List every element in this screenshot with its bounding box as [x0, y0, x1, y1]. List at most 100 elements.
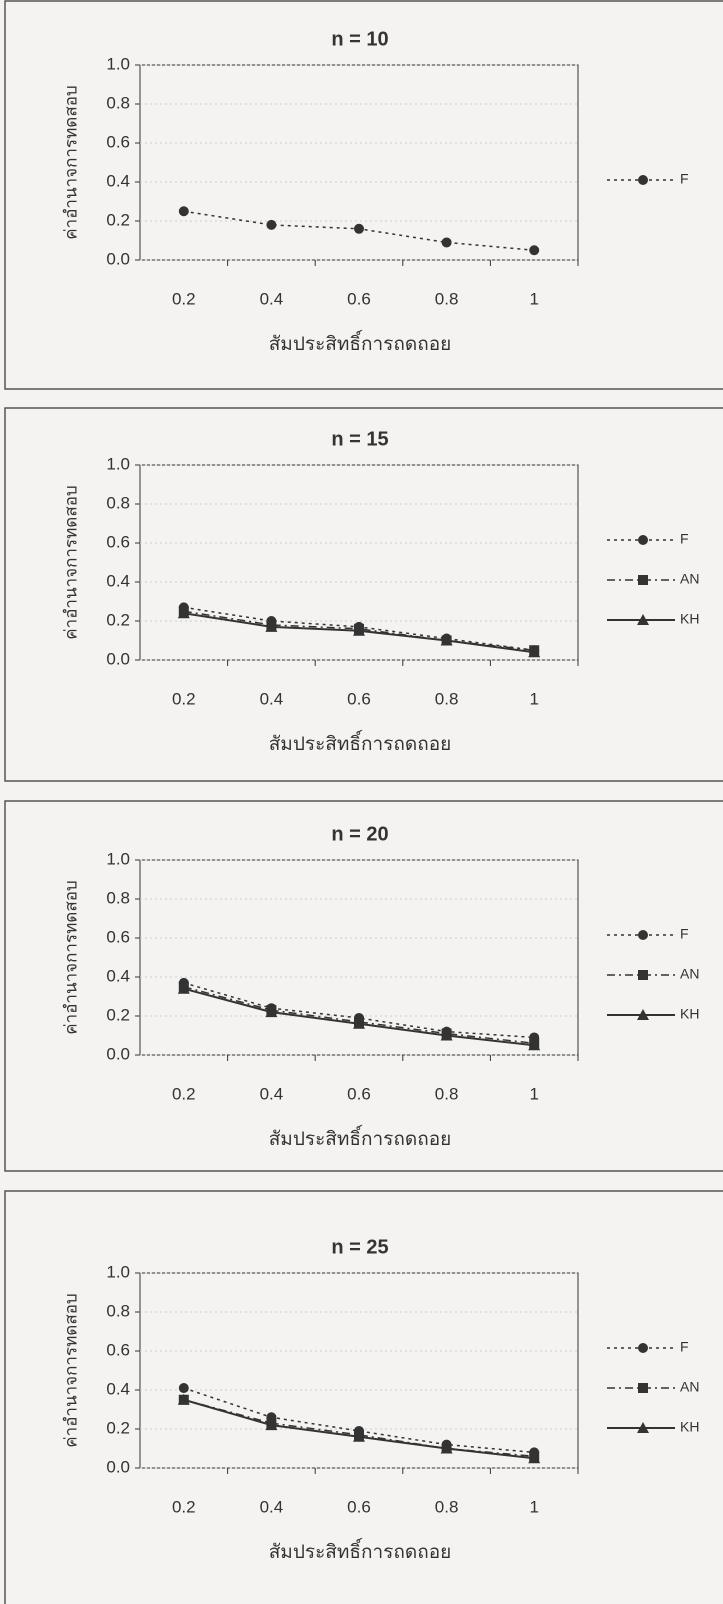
x-tick-label: 0.4 [260, 689, 284, 708]
marker [178, 1383, 189, 1394]
marker [266, 219, 277, 230]
plot-frame [139, 859, 579, 1056]
plot-frame [139, 1272, 579, 1469]
marker [638, 535, 648, 545]
x-tick-label: 0.6 [347, 1497, 371, 1516]
legend-label: KH [680, 1419, 699, 1435]
marker [441, 237, 452, 248]
y-tick-label: 0.0 [106, 1044, 130, 1063]
y-tick-label: 1.0 [106, 1262, 130, 1281]
marker [440, 634, 453, 646]
x-tick-label: 0.8 [435, 1497, 459, 1516]
y-tick-label: 0.4 [106, 571, 130, 590]
x-tick-label: 0.8 [435, 1084, 459, 1103]
y-tick-label: 0.4 [106, 1379, 130, 1398]
marker [353, 624, 365, 636]
legend-label: AN [680, 966, 699, 982]
marker [638, 175, 648, 185]
marker [265, 1006, 278, 1018]
legend-label: AN [680, 571, 699, 587]
y-tick-label: 0.8 [106, 888, 130, 907]
y-tick-label: 0.0 [106, 249, 130, 268]
plot-frame [139, 464, 579, 661]
x-tick-label: 1 [529, 289, 538, 308]
marker [177, 982, 190, 994]
x-tick-label: 0.2 [172, 1084, 196, 1103]
x-tick-label: 0.4 [260, 289, 284, 308]
legend-label: F [680, 531, 689, 547]
legend-label: AN [680, 1379, 699, 1395]
y-tick-label: 0.8 [106, 93, 130, 112]
x-tick-label: 0.2 [172, 289, 196, 308]
x-tick-label: 1 [529, 1084, 538, 1103]
series-line [183, 986, 535, 1045]
marker [528, 1039, 541, 1051]
y-axis-label: ค่าอำนาจการทดสอบ [61, 880, 80, 1034]
y-axis-label: ค่าอำนาจการทดสอบ [61, 85, 80, 239]
chart-title: n = 20 [331, 823, 388, 845]
marker [638, 930, 648, 940]
y-axis-label: ค่าอำนาจการทดสอบ [61, 1293, 80, 1447]
marker [354, 223, 364, 234]
marker [265, 620, 278, 632]
y-tick-label: 0.0 [106, 1457, 130, 1476]
chart-title: n = 15 [331, 428, 388, 450]
y-tick-label: 0.8 [106, 1301, 130, 1320]
panel-border [4, 407, 723, 782]
x-tick-label: 0.6 [347, 1084, 371, 1103]
y-axis-label: ค่าอำนาจการทดสอบ [61, 485, 80, 639]
marker [178, 206, 189, 217]
x-axis-label: สัมประสิทธิ์การถดถอย [269, 329, 452, 355]
x-axis-label: สัมประสิทธิ์การถดถอย [269, 729, 452, 755]
y-tick-label: 0.8 [106, 493, 130, 512]
marker [440, 1442, 453, 1454]
y-tick-label: 0.0 [106, 649, 130, 668]
legend-label: F [680, 926, 689, 942]
marker [529, 245, 540, 256]
x-tick-label: 0.8 [435, 689, 459, 708]
panel-border [4, 0, 723, 390]
x-tick-label: 0.2 [172, 689, 196, 708]
x-tick-label: 0.4 [260, 1497, 284, 1516]
x-axis-label: สัมประสิทธิ์การถดถอย [269, 1537, 452, 1563]
marker [528, 1452, 541, 1464]
y-tick-label: 0.6 [106, 132, 130, 151]
marker [638, 1343, 648, 1353]
marker [177, 1393, 190, 1405]
y-tick-label: 1.0 [106, 454, 130, 473]
marker [528, 646, 541, 658]
marker [353, 1430, 365, 1442]
x-axis-label: สัมประสิทธิ์การถดถอย [269, 1124, 452, 1150]
y-tick-label: 0.2 [106, 1418, 130, 1437]
marker [440, 1029, 453, 1041]
marker [638, 1383, 648, 1393]
series-line [183, 982, 535, 1039]
x-tick-label: 1 [529, 689, 538, 708]
y-tick-label: 0.6 [106, 927, 130, 946]
plot-frame [139, 64, 579, 261]
marker [637, 614, 649, 625]
y-tick-label: 0.2 [106, 210, 130, 229]
marker [638, 575, 648, 585]
marker [353, 1017, 365, 1029]
marker [637, 1422, 649, 1433]
y-tick-label: 0.2 [106, 610, 130, 629]
y-tick-label: 0.2 [106, 1005, 130, 1024]
legend-label: KH [680, 1006, 699, 1022]
marker [177, 607, 190, 619]
panel-border [4, 1190, 723, 1604]
series-line [183, 1387, 535, 1454]
y-tick-label: 0.6 [106, 1340, 130, 1359]
x-tick-label: 0.4 [260, 1084, 284, 1103]
chart-title: n = 25 [331, 1236, 388, 1258]
series-line [183, 1399, 535, 1458]
y-tick-label: 0.4 [106, 171, 130, 190]
y-tick-label: 1.0 [106, 849, 130, 868]
marker [638, 970, 648, 980]
legend-label: F [680, 171, 689, 187]
marker [637, 1009, 649, 1020]
y-tick-label: 1.0 [106, 54, 130, 73]
marker [265, 1419, 278, 1431]
